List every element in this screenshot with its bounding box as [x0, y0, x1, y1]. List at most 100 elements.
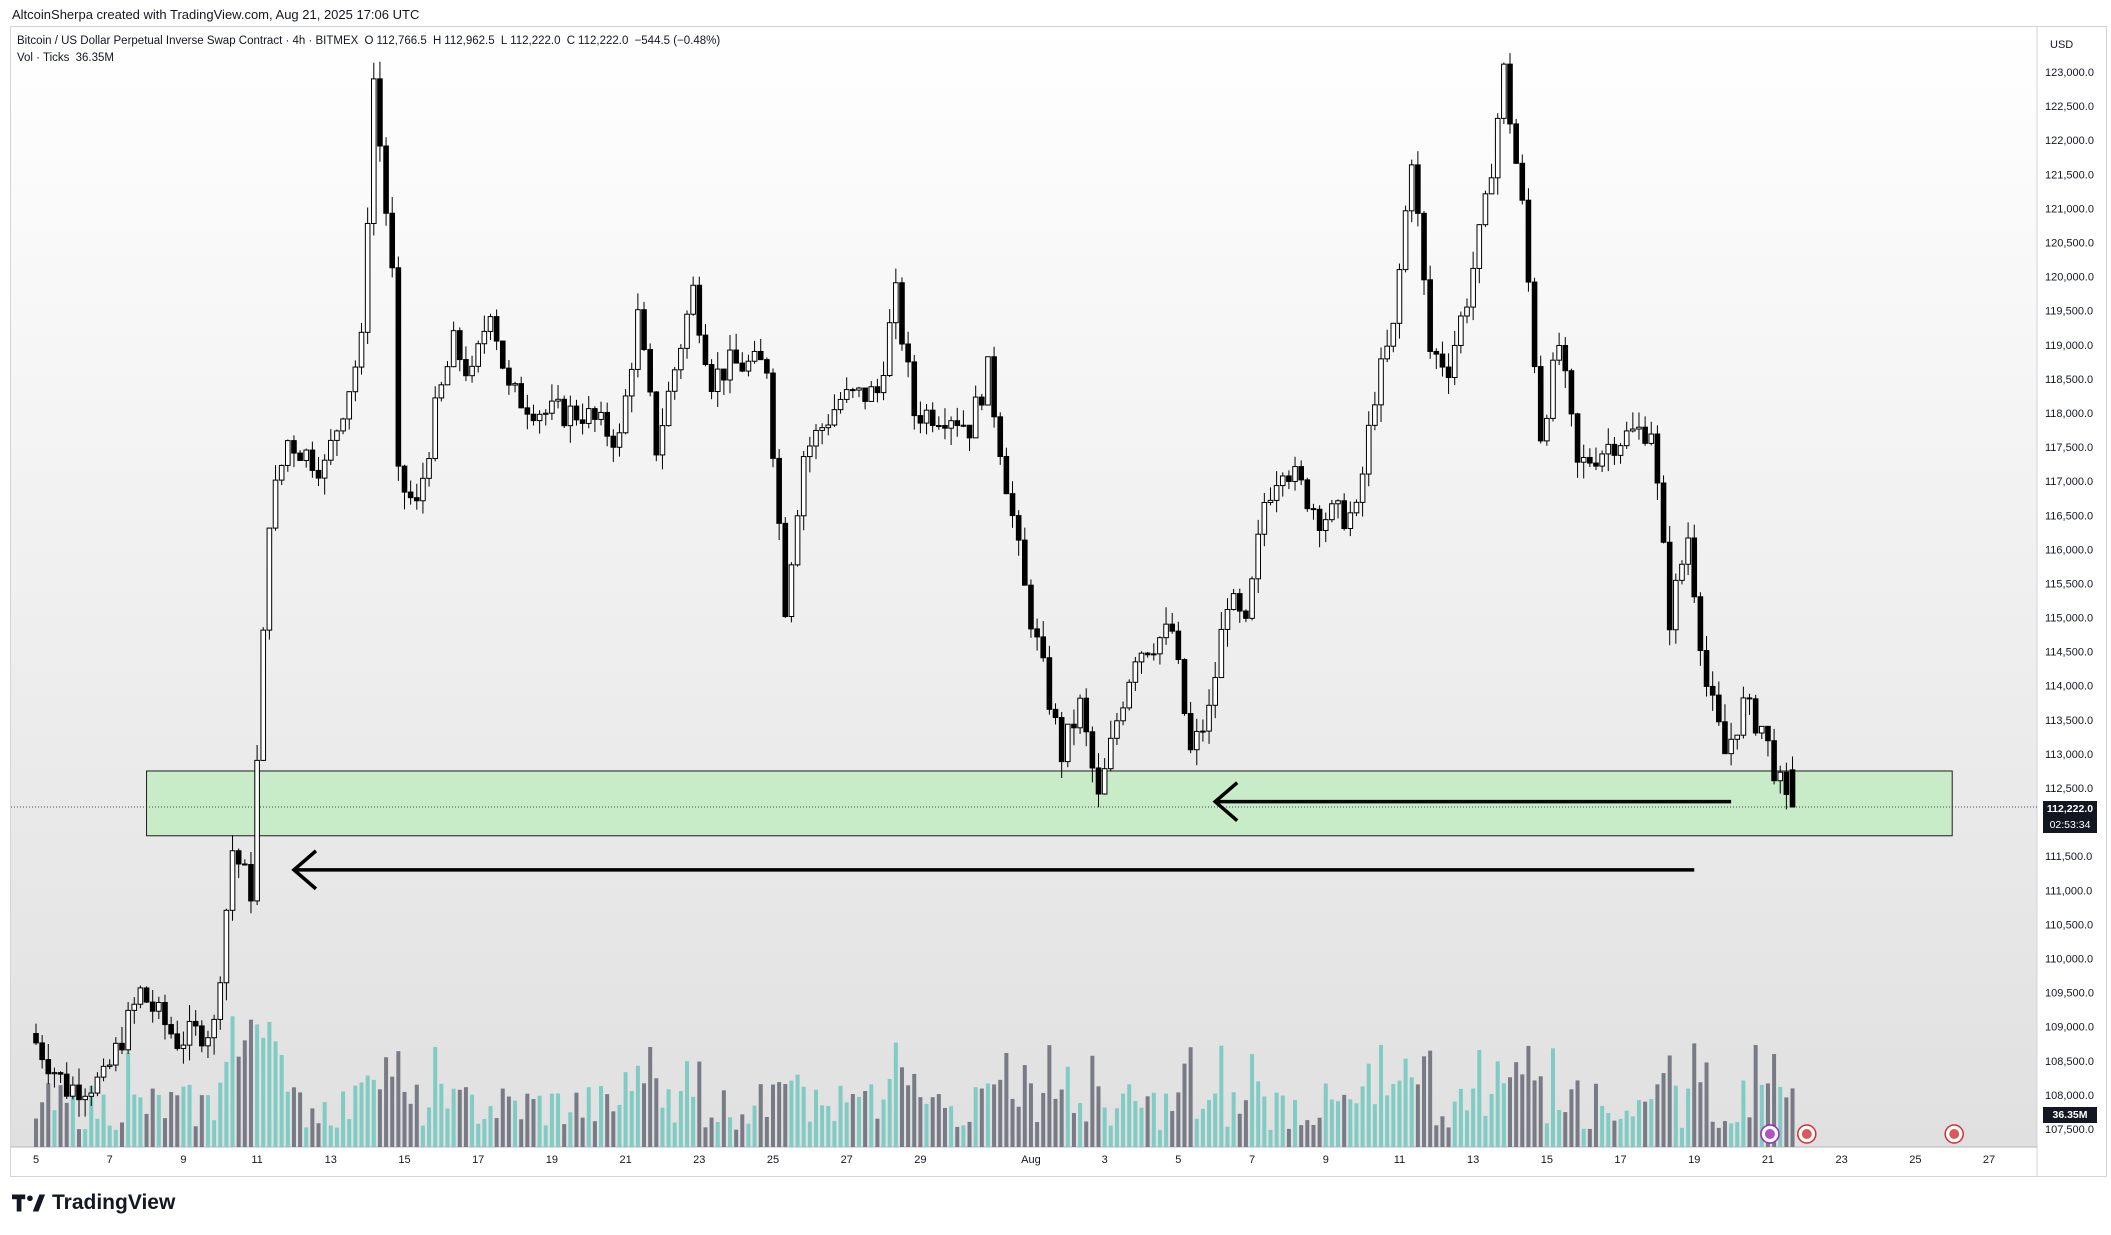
x-tick-label: 23: [693, 1154, 705, 1166]
candle: [1138, 651, 1145, 675]
volume-bar: [740, 1114, 745, 1147]
candle: [1531, 277, 1538, 374]
volume-bar: [64, 1102, 69, 1147]
volume-bar: [500, 1088, 505, 1147]
x-tick-label: 25: [1909, 1154, 1921, 1166]
event-flag-us-icon[interactable]: [1797, 1124, 1817, 1144]
candle: [426, 452, 432, 487]
volume-bar: [1630, 1116, 1635, 1147]
volume-bar: [820, 1105, 825, 1147]
candle: [696, 276, 703, 344]
volume-bar: [439, 1083, 444, 1147]
volume-bar: [635, 1065, 640, 1147]
volume-bar: [1434, 1125, 1439, 1147]
volume-bar: [863, 1091, 868, 1147]
volume-bar: [746, 1123, 751, 1147]
volume-bar: [642, 1083, 647, 1147]
volume-bar: [924, 1103, 929, 1147]
volume-bar: [58, 1085, 63, 1147]
high-label: H: [432, 35, 442, 47]
candle: [45, 1043, 52, 1085]
candle: [1685, 522, 1691, 576]
volume-bar: [826, 1106, 831, 1147]
candle: [463, 346, 469, 382]
volume-bar: [1477, 1049, 1482, 1147]
candle: [456, 327, 463, 372]
candle: [690, 276, 696, 316]
tradingview-logo[interactable]: TradingView: [12, 1191, 175, 1215]
candle: [1623, 421, 1630, 449]
volume-bar: [893, 1042, 898, 1147]
volume-bar: [1520, 1074, 1525, 1147]
volume-bar: [1679, 1127, 1684, 1147]
candle: [1765, 725, 1771, 757]
candle: [401, 464, 408, 510]
event-flag-lightning-icon[interactable]: [1760, 1124, 1780, 1144]
volume-bar: [1053, 1098, 1058, 1147]
candle: [113, 1037, 119, 1072]
candle: [389, 197, 396, 278]
volume-bar: [795, 1074, 800, 1147]
candle: [794, 509, 801, 567]
volume-bar: [531, 1099, 536, 1147]
candle: [708, 359, 715, 400]
volume-bar: [1084, 1121, 1089, 1147]
x-tick-label: 15: [1541, 1154, 1553, 1166]
x-tick-label: 17: [472, 1154, 484, 1166]
symbol-name: Bitcoin / US Dollar Perpetual Inverse Sw…: [17, 35, 359, 47]
volume-bar: [1354, 1103, 1359, 1147]
volume-bar: [1483, 1115, 1488, 1147]
candle: [1654, 425, 1661, 500]
volume-bar: [482, 1119, 487, 1147]
candle: [475, 340, 481, 373]
candle: [1562, 337, 1569, 389]
candle: [162, 994, 168, 1040]
volume-bar: [1016, 1106, 1021, 1147]
candle: [923, 404, 930, 435]
candle: [1574, 412, 1581, 478]
currency-label: USD: [2050, 39, 2073, 51]
volume-bar: [1471, 1088, 1476, 1147]
candle: [1236, 588, 1243, 623]
candle: [1789, 756, 1796, 808]
volume-bar: [1213, 1093, 1218, 1147]
tradingview-logo-icon: [12, 1194, 46, 1212]
candle: [217, 976, 224, 1030]
volume-bar: [1139, 1107, 1144, 1147]
candle: [1513, 118, 1519, 165]
candle: [309, 441, 316, 478]
candle: [395, 256, 402, 481]
candle: [1372, 391, 1378, 431]
volume-bar: [402, 1091, 407, 1147]
candle: [567, 395, 574, 443]
volume-bar: [1772, 1054, 1777, 1147]
candle: [1408, 159, 1415, 223]
candle: [751, 340, 758, 364]
event-flag-us-icon[interactable]: [1944, 1124, 1964, 1144]
candle: [1470, 251, 1476, 321]
candle: [131, 997, 138, 1024]
y-tick-label: 120,500.0: [2045, 237, 2094, 249]
candle: [714, 352, 721, 408]
volume-bar: [494, 1118, 499, 1147]
candle: [899, 277, 905, 351]
candle: [972, 385, 979, 439]
volume-bar: [728, 1117, 733, 1147]
candle: [1648, 421, 1655, 446]
candle: [229, 835, 236, 921]
candle: [57, 1071, 64, 1083]
candle: [493, 309, 500, 351]
volume-bar: [420, 1125, 425, 1147]
volume-bar: [623, 1072, 628, 1147]
volume-bar: [973, 1087, 978, 1147]
volume-bar: [34, 1118, 38, 1147]
candle: [82, 1088, 88, 1117]
volume-bar: [1305, 1120, 1310, 1147]
volume-bar: [1022, 1065, 1027, 1147]
candle: [598, 401, 604, 426]
y-tick-label: 113,500.0: [2045, 715, 2093, 727]
volume-bar: [1035, 1121, 1040, 1147]
volume-bar: [1372, 1104, 1377, 1147]
candle: [1120, 701, 1126, 726]
